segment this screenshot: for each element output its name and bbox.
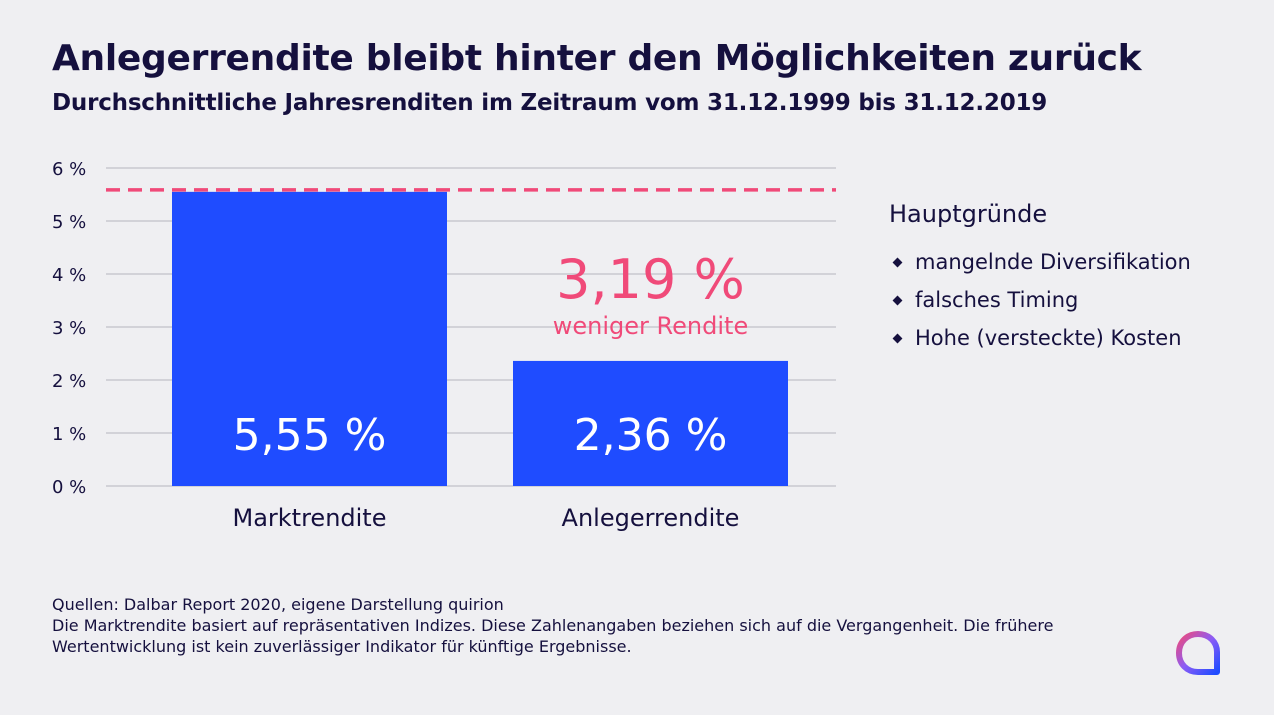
category-label: Anlegerrendite <box>562 504 740 532</box>
y-tick-label: 6 % <box>52 159 86 180</box>
diamond-bullet-icon <box>892 333 903 343</box>
y-tick-label: 0 % <box>52 477 86 498</box>
bar-value-label: 2,36 % <box>574 410 728 461</box>
quirion-logo-icon <box>1176 631 1220 675</box>
diamond-bullet-icon <box>892 295 903 305</box>
page-title: Anlegerrendite bleibt hinter den Möglich… <box>52 38 1142 79</box>
y-tick-label: 3 % <box>52 318 86 339</box>
reasons-list: mangelnde Diversifikation falsches Timin… <box>889 250 1191 350</box>
reason-item: Hohe (versteckte) Kosten <box>889 326 1191 350</box>
bar-chart: 0 % 1 % 2 % 3 % 4 % 5 % 6 % 5,55 % Marktrendite 2… <box>52 159 836 532</box>
bar-value-label: 5,55 % <box>233 410 387 461</box>
bar <box>513 360 788 486</box>
source-note: Quellen: Dalbar Report 2020, eigene Dars… <box>52 595 504 614</box>
reason-label: Hohe (versteckte) Kosten <box>915 326 1182 350</box>
reason-label: falsches Timing <box>915 288 1079 312</box>
reasons-panel: Hauptgründe mangelnde Diversifikation fa… <box>889 200 1191 364</box>
bar <box>172 191 447 486</box>
page-subtitle: Durchschnittliche Jahresrenditen im Zeit… <box>52 90 1048 116</box>
reason-label: mangelnde Diversifikation <box>915 250 1191 274</box>
category-label: Marktrendite <box>233 504 387 532</box>
y-tick-label: 1 % <box>52 424 86 445</box>
annotation-value: 3,19 % <box>556 248 745 311</box>
reason-item: falsches Timing <box>889 288 1191 312</box>
reasons-title: Hauptgründe <box>889 200 1048 228</box>
y-tick-label: 5 % <box>52 212 86 233</box>
footnote: Quellen: Dalbar Report 2020, eigene Dars… <box>52 594 1092 657</box>
reason-item: mangelnde Diversifikation <box>889 250 1191 274</box>
diamond-bullet-icon <box>892 257 903 267</box>
disclaimer-note: Die Marktrendite basiert auf repräsentat… <box>52 616 1054 656</box>
y-tick-label: 4 % <box>52 265 86 286</box>
annotation-label: weniger Rendite <box>553 312 748 340</box>
y-tick-label: 2 % <box>52 371 86 392</box>
